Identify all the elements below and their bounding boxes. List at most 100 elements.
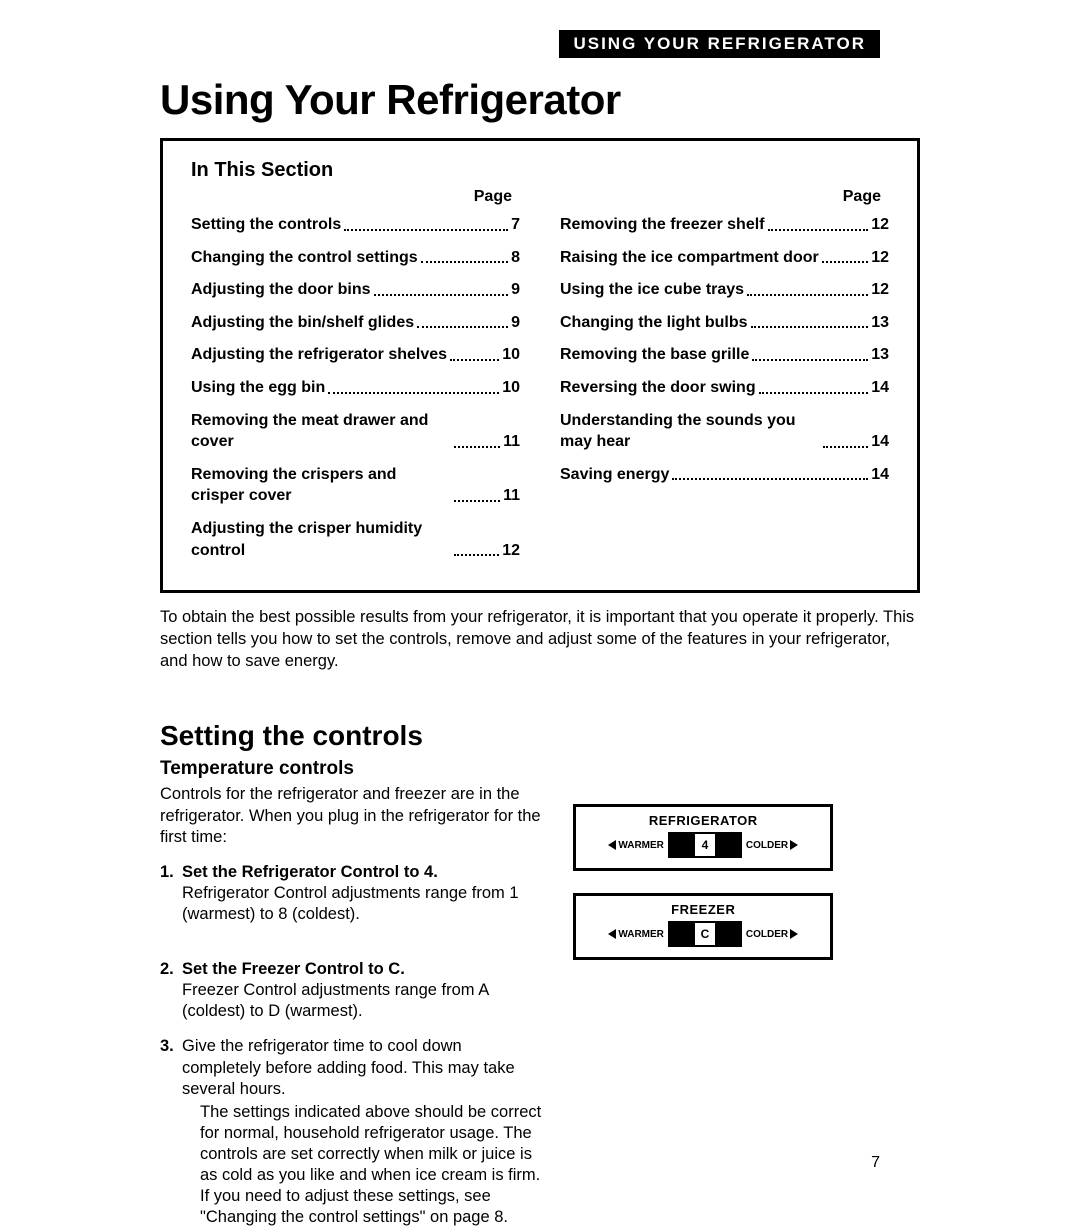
toc-entry-label: Adjusting the crisper humidity control — [191, 518, 451, 561]
toc-page-label: Page — [560, 188, 889, 206]
toc-entry-label: Understanding the sounds you may hear — [560, 410, 820, 453]
toc-leader-dots — [768, 229, 869, 231]
toc-entry: Using the egg bin 10 — [191, 377, 520, 399]
toc-entry-label: Adjusting the refrigerator shelves — [191, 344, 447, 366]
toc-leader-dots — [417, 326, 508, 328]
toc-leader-dots — [421, 261, 508, 263]
toc-box: In This Section Page Setting the control… — [160, 138, 920, 593]
toc-leader-dots — [823, 446, 868, 448]
toc-entry-page: 12 — [502, 540, 520, 562]
toc-entry-label: Removing the meat drawer and cover — [191, 410, 451, 453]
toc-entry-label: Raising the ice compartment door — [560, 247, 819, 269]
warmer-label: WARMER — [604, 840, 668, 851]
page-number: 7 — [871, 1154, 880, 1172]
toc-entry: Removing the meat drawer and cover11 — [191, 410, 520, 453]
toc-leader-dots — [374, 294, 509, 296]
warmer-label: WARMER — [604, 929, 668, 940]
header-bar: USING YOUR REFRIGERATOR — [559, 30, 880, 58]
toc-entry-page: 13 — [871, 312, 889, 334]
toc-entry-label: Using the ice cube trays — [560, 279, 744, 301]
toc-entry-label: Setting the controls — [191, 214, 341, 236]
toc-leader-dots — [822, 261, 868, 263]
toc-entry-label: Removing the freezer shelf — [560, 214, 765, 236]
toc-entry: Removing the base grille 13 — [560, 344, 889, 366]
toc-entry-page: 12 — [871, 247, 889, 269]
toc-leader-dots — [450, 359, 499, 361]
page-title: Using Your Refrigerator — [160, 76, 920, 124]
toc-leader-dots — [747, 294, 868, 296]
toc-entry: Raising the ice compartment door 12 — [560, 247, 889, 269]
toc-entry-page: 12 — [871, 214, 889, 236]
triangle-left-icon — [608, 840, 616, 850]
triangle-right-icon — [790, 929, 798, 939]
step-1: 1. Set the Refrigerator Control to 4. Re… — [160, 862, 543, 925]
step-body: Refrigerator Control adjustments range f… — [182, 884, 519, 923]
toc-leader-dots — [328, 392, 499, 394]
panel-title: FREEZER — [586, 902, 820, 917]
toc-entry-page: 9 — [511, 312, 520, 334]
toc-leader-dots — [752, 359, 868, 361]
toc-entry-page: 14 — [871, 431, 889, 453]
toc-entry-label: Using the egg bin — [191, 377, 325, 399]
triangle-right-icon — [790, 840, 798, 850]
toc-entry: Changing the control settings 8 — [191, 247, 520, 269]
toc-entry-page: 14 — [871, 377, 889, 399]
toc-entry-label: Removing the base grille — [560, 344, 749, 366]
toc-entry-page: 14 — [871, 464, 889, 486]
toc-entry-page: 10 — [502, 377, 520, 399]
toc-entry: Saving energy 14 — [560, 464, 889, 486]
toc-entry-label: Removing the crispers and crisper cover — [191, 464, 451, 507]
toc-entry: Understanding the sounds you may hear 14 — [560, 410, 889, 453]
intro-paragraph: To obtain the best possible results from… — [160, 607, 920, 672]
toc-entry: Using the ice cube trays 12 — [560, 279, 889, 301]
dial-value: C — [694, 923, 716, 945]
step-body: Give the refrigerator time to cool down … — [182, 1037, 515, 1097]
toc-entry-page: 7 — [511, 214, 520, 236]
toc-entry-label: Adjusting the bin/shelf glides — [191, 312, 414, 334]
toc-heading: In This Section — [191, 159, 889, 182]
colder-label: COLDER — [742, 840, 802, 851]
toc-leader-dots — [454, 500, 500, 502]
triangle-left-icon — [608, 929, 616, 939]
toc-right-column: Page Removing the freezer shelf12Raising… — [560, 188, 889, 572]
toc-entry-page: 8 — [511, 247, 520, 269]
toc-leader-dots — [344, 229, 508, 231]
toc-leader-dots — [454, 554, 499, 556]
toc-entry: Removing the crispers and crisper cover 1… — [191, 464, 520, 507]
refrigerator-control-panel: REFRIGERATOR WARMER 4 COLDER — [573, 804, 833, 871]
step-2: 2. Set the Freezer Control to C. Freezer… — [160, 959, 543, 1022]
toc-leader-dots — [759, 392, 869, 394]
toc-entry: Setting the controls 7 — [191, 214, 520, 236]
toc-entry-label: Changing the light bulbs — [560, 312, 748, 334]
step-3: 3. Give the refrigerator time to cool do… — [160, 1036, 543, 1228]
lead-paragraph: Controls for the refrigerator and freeze… — [160, 784, 543, 847]
toc-page-label: Page — [191, 188, 520, 206]
toc-entry-page: 13 — [871, 344, 889, 366]
toc-entry-page: 11 — [503, 485, 520, 507]
toc-entry: Adjusting the bin/shelf glides 9 — [191, 312, 520, 334]
subsection-heading: Temperature controls — [160, 758, 543, 780]
toc-leader-dots — [751, 326, 869, 328]
toc-entry-label: Saving energy — [560, 464, 669, 486]
section-heading: Setting the controls — [160, 720, 920, 752]
toc-entry: Adjusting the crisper humidity control 12 — [191, 518, 520, 561]
dial-value: 4 — [694, 834, 716, 856]
toc-entry: Adjusting the door bins9 — [191, 279, 520, 301]
freezer-control-panel: FREEZER WARMER C COLDER — [573, 893, 833, 960]
toc-entry-page: 10 — [502, 344, 520, 366]
toc-leader-dots — [672, 478, 868, 480]
step-number: 2. — [160, 959, 182, 1022]
toc-entry-label: Changing the control settings — [191, 247, 418, 269]
colder-label: COLDER — [742, 929, 802, 940]
step-number: 1. — [160, 862, 182, 925]
toc-entry-label: Reversing the door swing — [560, 377, 756, 399]
toc-entry-page: 12 — [871, 279, 889, 301]
toc-entry: Removing the freezer shelf 12 — [560, 214, 889, 236]
step-title: Set the Refrigerator Control to 4. — [182, 863, 438, 881]
toc-leader-dots — [454, 446, 500, 448]
step-number: 3. — [160, 1036, 182, 1228]
toc-entry: Changing the light bulbs 13 — [560, 312, 889, 334]
toc-entry-label: Adjusting the door bins — [191, 279, 371, 301]
step-note: The settings indicated above should be c… — [200, 1102, 543, 1228]
panel-title: REFRIGERATOR — [586, 813, 820, 828]
